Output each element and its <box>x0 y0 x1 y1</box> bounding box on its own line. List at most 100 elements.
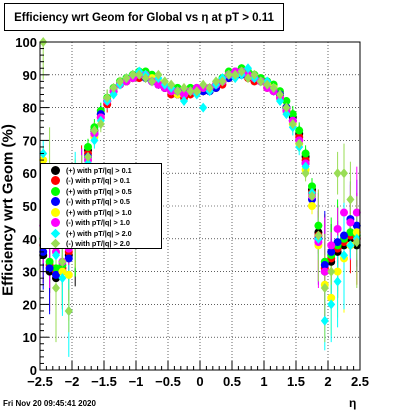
data-point <box>327 241 336 250</box>
data-point <box>52 270 60 279</box>
x-tick-label: −2 <box>65 374 80 389</box>
data-point <box>45 264 54 273</box>
data-point <box>327 299 336 310</box>
legend-marker <box>51 207 60 217</box>
data-point <box>96 119 105 129</box>
data-point <box>250 69 259 80</box>
data-point <box>180 82 188 93</box>
data-point <box>327 266 336 277</box>
legend: (+) with pT/|q| > 0.1 (-) with pT/|q| > 0… <box>40 163 162 249</box>
legend-marker <box>51 186 60 196</box>
data-point <box>320 315 329 326</box>
legend-label: (+) with pT/|q| > 1.0 <box>66 207 132 217</box>
x-tick-label: 0 <box>196 374 203 389</box>
data-point <box>276 96 284 107</box>
data-point <box>282 102 291 113</box>
y-tick-label: 10 <box>23 330 37 345</box>
data-point <box>333 224 342 233</box>
data-point <box>128 69 137 80</box>
y-tick-label: 70 <box>23 133 37 148</box>
legend-entry: (-) with pT/|q| > 1.0 <box>41 218 161 229</box>
data-point <box>109 89 118 100</box>
data-point <box>212 76 220 87</box>
data-point <box>320 283 329 293</box>
y-tick-label: 20 <box>23 297 37 312</box>
data-point <box>224 69 233 80</box>
data-point <box>84 142 92 151</box>
data-point <box>244 73 252 84</box>
data-point <box>282 109 291 120</box>
data-point <box>263 79 272 90</box>
legend-label: (+) with pT/|q| > 0.5 <box>66 186 132 196</box>
data-point <box>314 221 323 230</box>
legend-label: (-) with pT/|q| > 1.0 <box>66 218 130 228</box>
legend-entry: (+) with pT/|q| > 0.5 <box>41 186 161 197</box>
data-point <box>90 125 99 136</box>
data-point <box>295 126 304 135</box>
data-point <box>148 76 156 87</box>
data-point <box>45 257 54 266</box>
data-point <box>346 218 355 227</box>
data-point <box>231 69 240 80</box>
y-tick-labels: 0 10 20 30 40 50 60 70 80 90 100 <box>15 35 37 378</box>
x-tick-label: −0.5 <box>155 374 181 389</box>
x-tick-label: −2.5 <box>27 374 53 389</box>
legend-marker <box>50 228 61 239</box>
data-point <box>352 208 361 217</box>
legend-marker <box>51 218 60 228</box>
data-point <box>276 89 284 100</box>
y-tick-label: 50 <box>23 199 37 214</box>
data-point <box>199 102 208 113</box>
data-point <box>346 194 355 205</box>
data-point <box>154 80 163 89</box>
legend-entry: (+) with pT/|q| > 2.0 <box>41 228 161 239</box>
data-point <box>64 305 73 316</box>
legend-entry: (+) with pT/|q| > 1.0 <box>41 207 161 218</box>
data-point <box>346 240 355 251</box>
data-point <box>320 261 329 270</box>
legend-marker <box>51 176 60 186</box>
legend-entry: (-) with pT/|q| > 0.1 <box>41 176 161 187</box>
data-point <box>64 254 73 263</box>
data-point <box>103 92 112 103</box>
data-point <box>327 293 336 302</box>
x-tick-label: 1 <box>260 374 267 389</box>
y-tick-label: 80 <box>23 101 37 116</box>
data-point <box>237 66 246 77</box>
data-point <box>180 96 188 107</box>
legend-entry: (+) with pT/|q| > 0.1 <box>41 165 161 176</box>
x-tick-label: 2.5 <box>351 374 369 389</box>
data-point <box>340 168 348 179</box>
data-point <box>167 79 176 90</box>
data-point <box>180 90 188 99</box>
data-point <box>352 228 361 237</box>
y-tick-label: 100 <box>15 35 37 50</box>
data-point <box>116 76 124 87</box>
data-point <box>58 267 67 276</box>
y-axis-label-text: Efficiency wrt Geom (%) <box>0 124 17 296</box>
x-tick-label: 0.5 <box>223 374 241 389</box>
data-point <box>154 69 163 80</box>
x-tick-label: −1 <box>129 374 144 389</box>
y-tick-label: 40 <box>23 232 37 247</box>
y-tick-label: 30 <box>23 265 37 280</box>
chart-title: Efficiency wrt Geom for Global vs η at p… <box>4 3 284 31</box>
data-point <box>84 151 92 162</box>
data-point <box>301 161 310 172</box>
data-point <box>109 82 118 93</box>
data-point <box>205 82 214 93</box>
data-point <box>64 270 73 279</box>
y-tick-label: 90 <box>23 68 37 83</box>
data-point <box>282 97 291 106</box>
data-point <box>320 267 329 276</box>
x-tick-label: 2 <box>324 374 331 389</box>
data-point <box>346 228 355 237</box>
data-point <box>301 168 310 179</box>
data-point <box>301 149 310 158</box>
x-axis-label: η <box>349 396 357 410</box>
data-point <box>256 76 265 87</box>
data-point <box>327 247 336 256</box>
data-point <box>186 86 195 97</box>
data-point <box>52 264 60 273</box>
legend-label: (-) with pT/|q| > 0.1 <box>66 176 130 186</box>
